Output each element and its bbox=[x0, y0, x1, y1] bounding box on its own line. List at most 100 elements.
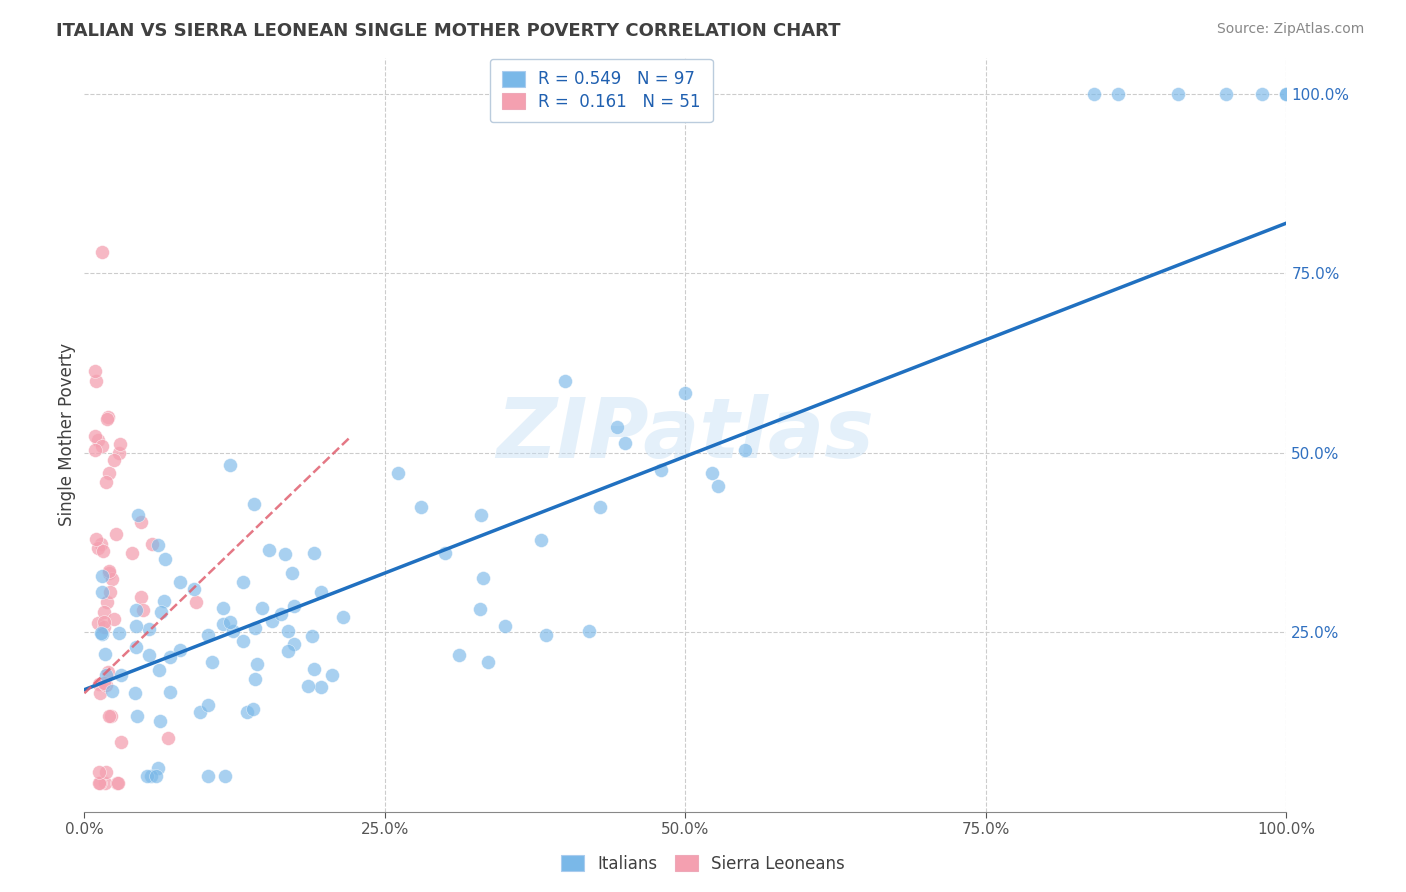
Point bbox=[222, 624, 245, 638]
Point bbox=[212, 600, 235, 615]
Point bbox=[93, 615, 115, 629]
Point bbox=[297, 679, 319, 693]
Point bbox=[89, 686, 111, 700]
Point bbox=[277, 644, 299, 658]
Point bbox=[309, 680, 332, 694]
Point bbox=[260, 614, 283, 628]
Point bbox=[131, 603, 153, 617]
Legend: R = 0.549   N = 97, R =  0.161   N = 51: R = 0.549 N = 97, R = 0.161 N = 51 bbox=[491, 59, 713, 122]
Point bbox=[89, 776, 111, 790]
Point bbox=[589, 500, 612, 514]
Point bbox=[94, 765, 117, 780]
Point bbox=[87, 765, 110, 780]
Point bbox=[1215, 87, 1237, 101]
Point bbox=[107, 446, 129, 460]
Point bbox=[91, 244, 114, 259]
Point bbox=[606, 420, 628, 434]
Y-axis label: Single Mother Poverty: Single Mother Poverty bbox=[58, 343, 76, 526]
Point bbox=[156, 731, 179, 745]
Point bbox=[434, 545, 457, 559]
Point bbox=[270, 607, 292, 621]
Point bbox=[124, 686, 146, 700]
Point bbox=[101, 684, 124, 698]
Point bbox=[1251, 87, 1274, 101]
Point bbox=[332, 610, 354, 624]
Point bbox=[554, 374, 576, 388]
Point bbox=[125, 640, 148, 655]
Point bbox=[141, 769, 163, 783]
Point bbox=[93, 619, 115, 633]
Point bbox=[93, 675, 115, 690]
Point bbox=[1275, 87, 1298, 101]
Point bbox=[87, 616, 110, 631]
Point bbox=[243, 621, 266, 635]
Legend: Italians, Sierra Leoneans: Italians, Sierra Leoneans bbox=[554, 848, 852, 880]
Point bbox=[734, 442, 756, 457]
Point bbox=[131, 515, 153, 529]
Point bbox=[84, 363, 107, 377]
Point bbox=[1275, 87, 1298, 101]
Point bbox=[91, 626, 114, 640]
Point bbox=[468, 601, 491, 615]
Point bbox=[107, 776, 129, 790]
Point bbox=[145, 769, 167, 783]
Point bbox=[211, 617, 233, 632]
Point bbox=[283, 637, 305, 651]
Point bbox=[141, 537, 163, 551]
Point bbox=[91, 439, 114, 453]
Point bbox=[197, 769, 219, 783]
Point bbox=[614, 436, 637, 450]
Point bbox=[153, 594, 176, 608]
Point bbox=[148, 761, 170, 775]
Point bbox=[90, 626, 112, 640]
Point bbox=[578, 624, 600, 638]
Point bbox=[136, 769, 159, 783]
Point bbox=[149, 605, 172, 619]
Point bbox=[97, 564, 120, 578]
Point bbox=[108, 626, 131, 640]
Point bbox=[214, 769, 236, 783]
Point bbox=[138, 623, 160, 637]
Point bbox=[103, 612, 125, 626]
Point bbox=[91, 585, 114, 599]
Text: Source: ZipAtlas.com: Source: ZipAtlas.com bbox=[1216, 22, 1364, 37]
Point bbox=[89, 677, 111, 691]
Point bbox=[96, 595, 118, 609]
Point bbox=[1167, 87, 1189, 101]
Point bbox=[309, 585, 332, 599]
Point bbox=[219, 615, 242, 629]
Point bbox=[121, 546, 143, 560]
Point bbox=[197, 698, 219, 713]
Point bbox=[477, 655, 499, 669]
Point bbox=[93, 605, 115, 619]
Point bbox=[321, 668, 343, 682]
Point bbox=[650, 463, 672, 477]
Point bbox=[301, 629, 323, 643]
Point bbox=[387, 466, 409, 480]
Point bbox=[250, 600, 273, 615]
Point bbox=[98, 585, 121, 599]
Point bbox=[283, 599, 305, 614]
Point bbox=[302, 546, 325, 560]
Point bbox=[472, 571, 495, 585]
Point bbox=[94, 776, 117, 790]
Point bbox=[87, 776, 110, 790]
Point bbox=[242, 702, 264, 716]
Point bbox=[84, 443, 107, 458]
Point bbox=[101, 572, 124, 586]
Point bbox=[86, 374, 108, 388]
Point bbox=[245, 672, 267, 686]
Point bbox=[536, 628, 558, 642]
Point bbox=[197, 628, 219, 642]
Point bbox=[98, 466, 121, 480]
Point bbox=[97, 665, 120, 680]
Point bbox=[700, 466, 723, 480]
Point bbox=[110, 735, 132, 749]
Point bbox=[149, 714, 172, 728]
Point bbox=[110, 667, 132, 681]
Point bbox=[129, 590, 152, 604]
Point bbox=[232, 575, 254, 590]
Point bbox=[706, 479, 728, 493]
Point bbox=[1083, 87, 1105, 101]
Point bbox=[243, 497, 266, 511]
